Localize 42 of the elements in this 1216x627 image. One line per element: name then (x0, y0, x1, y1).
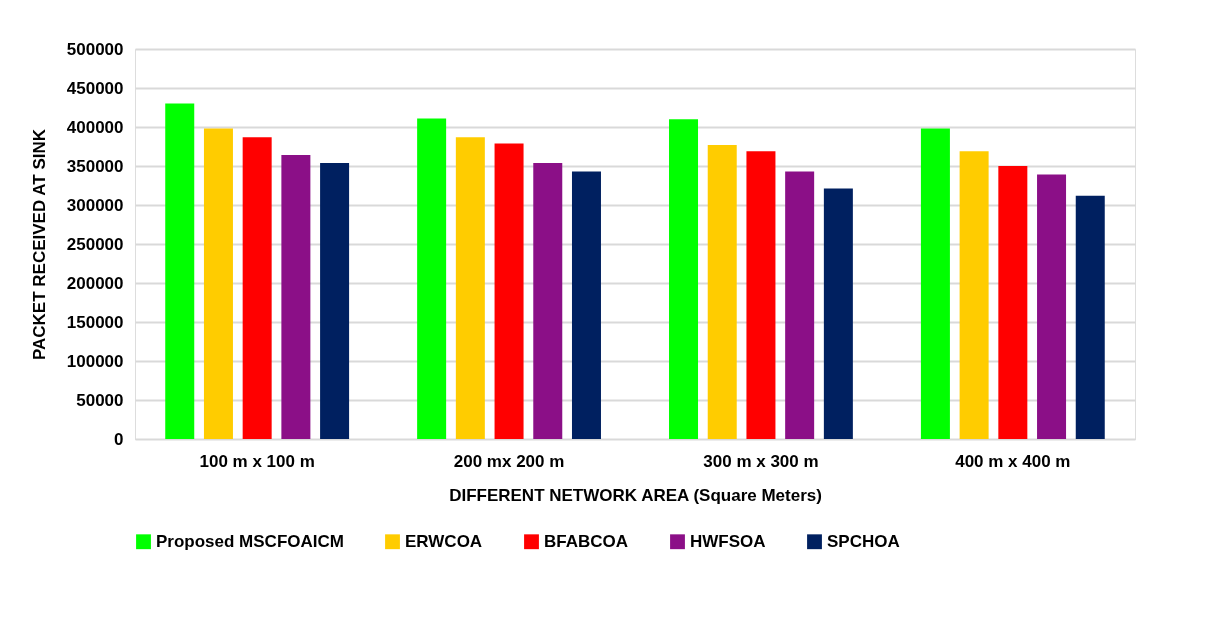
bar (823, 188, 853, 439)
y-tick-label: 100000 (66, 351, 124, 371)
bar (1037, 174, 1067, 439)
bar (746, 151, 776, 439)
y-tick-label: 250000 (66, 234, 124, 254)
y-tick-label: 400000 (66, 117, 124, 137)
y-tick-label: 450000 (66, 78, 124, 98)
x-tick-label: 200 mx 200 m (453, 451, 565, 471)
y-tick-label: 500000 (66, 39, 124, 59)
bar (417, 118, 447, 439)
bar (920, 128, 950, 439)
y-tick-label: 200000 (66, 273, 124, 293)
bar (165, 103, 195, 439)
bar (494, 143, 524, 439)
bar (203, 128, 233, 439)
legend-label: HWFSOA (690, 531, 766, 551)
legend-label: ERWCOA (405, 531, 483, 551)
y-axis-title: PACKET RECEIVED AT SINK (29, 128, 49, 361)
x-tick-label: 400 m x 400 m (955, 451, 1071, 471)
legend-label: Proposed MSCFOAICM (156, 531, 344, 551)
bar (242, 137, 272, 439)
bar (669, 119, 699, 439)
bar (571, 171, 601, 439)
x-tick-label: 300 m x 300 m (703, 451, 819, 471)
x-axis-title: DIFFERENT NETWORK AREA (Square Meters) (449, 485, 822, 505)
bar (1075, 195, 1105, 439)
bar (320, 162, 350, 439)
bar (707, 144, 737, 439)
legend-label: SPCHOA (827, 531, 900, 551)
bar (533, 162, 563, 439)
x-tick-label: 100 m x 100 m (199, 451, 315, 471)
y-tick-label: 0 (114, 429, 124, 449)
y-tick-label: 50000 (76, 390, 124, 410)
bar (455, 137, 485, 439)
bar (785, 171, 815, 439)
y-tick-label: 150000 (66, 312, 124, 332)
bar (281, 155, 311, 439)
bar (959, 151, 989, 439)
y-tick-label: 350000 (66, 156, 124, 176)
bar (998, 166, 1028, 439)
y-tick-label: 300000 (66, 195, 124, 215)
legend-label: BFABCOA (544, 531, 629, 551)
